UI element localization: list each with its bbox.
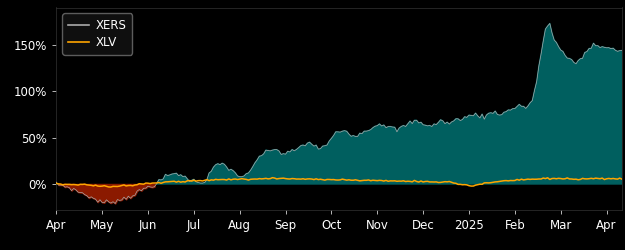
Legend: XERS, XLV: XERS, XLV	[62, 14, 132, 55]
